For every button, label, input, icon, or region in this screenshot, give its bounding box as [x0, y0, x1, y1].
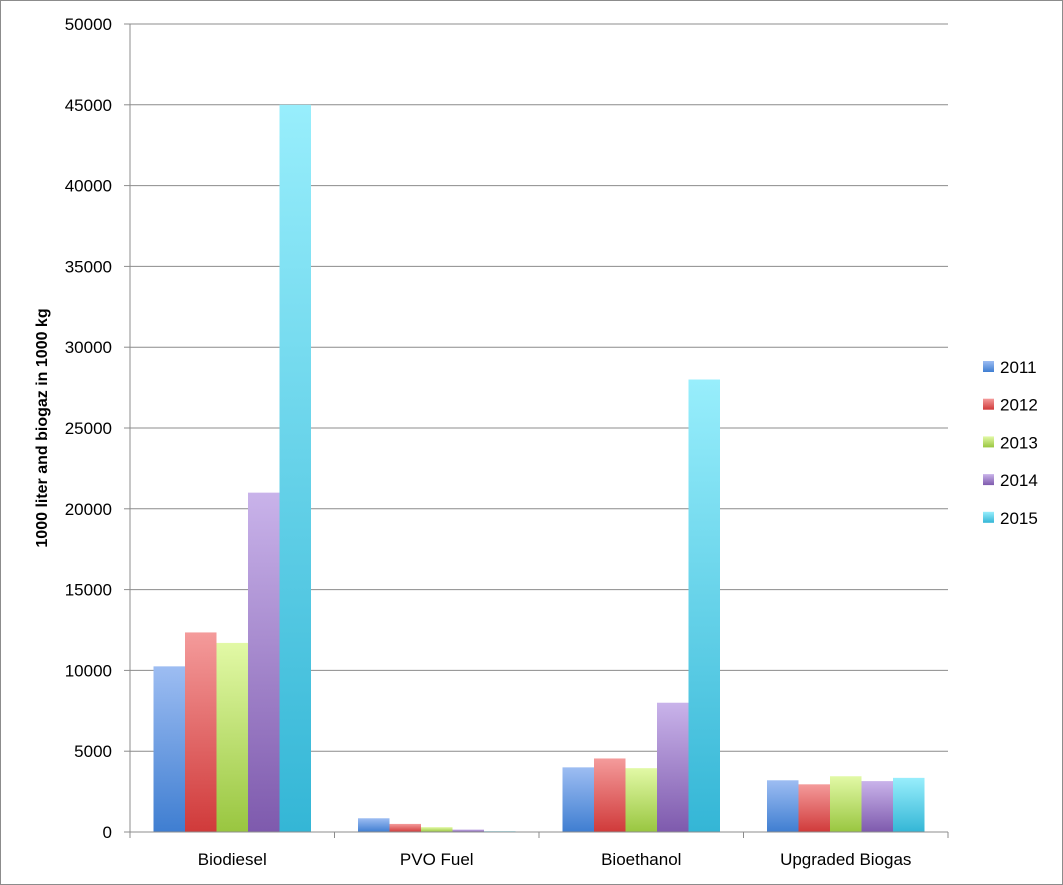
bar-2014 — [657, 702, 689, 832]
bar-2013 — [830, 776, 862, 832]
y-tick-label: 35000 — [65, 257, 112, 276]
legend-swatch — [983, 361, 994, 372]
bars — [153, 104, 925, 833]
y-tick-label: 0 — [103, 823, 112, 842]
bar-2014 — [452, 829, 484, 832]
bar-2011 — [153, 666, 185, 832]
x-category-label: PVO Fuel — [400, 850, 474, 869]
bar-2011 — [562, 767, 594, 832]
legend-swatch — [983, 436, 994, 448]
bar-2013 — [421, 827, 453, 832]
axes: 0 5000 10000 15000 20000 25000 30000 35000 40000… — [65, 15, 949, 869]
legend-swatch — [983, 398, 994, 410]
bar-2015 — [893, 777, 925, 832]
legend-label: 2012 — [1000, 396, 1038, 415]
legend-swatch — [983, 474, 994, 486]
y-tick-label: 50000 — [65, 15, 112, 34]
bar-2011 — [767, 780, 799, 832]
bar-2013 — [625, 768, 657, 832]
legend: 2011 2012 2013 2014 2015 — [983, 358, 1038, 528]
bar-2012 — [594, 758, 626, 832]
bar-2014 — [861, 781, 893, 832]
y-tick-label: 45000 — [65, 96, 112, 115]
x-category-label: Biodiesel — [198, 850, 267, 869]
legend-label: 2011 — [1000, 358, 1037, 377]
y-tick-label: 15000 — [65, 581, 112, 600]
bar-2012 — [185, 632, 217, 832]
y-tick-label: 10000 — [65, 661, 112, 680]
y-tick-label: 25000 — [65, 419, 112, 438]
legend-label: 2013 — [1000, 433, 1038, 452]
bar-2014 — [248, 492, 280, 832]
x-category-label: Bioethanol — [601, 850, 681, 869]
bar-2011 — [358, 818, 390, 832]
bar-2013 — [216, 642, 248, 832]
bar-2012 — [389, 823, 421, 832]
x-category-label: Upgraded Biogas — [780, 850, 911, 869]
y-tick-label: 40000 — [65, 177, 112, 196]
legend-swatch — [983, 511, 994, 523]
legend-label: 2015 — [1000, 509, 1038, 528]
bar-2012 — [798, 784, 830, 832]
bar-2015 — [688, 379, 720, 832]
y-tick-label: 30000 — [65, 338, 112, 357]
y-tick-label: 20000 — [65, 500, 112, 519]
legend-label: 2014 — [1000, 471, 1038, 490]
bar-2015 — [279, 104, 311, 833]
y-axis-title: 1000 liter and biogaz in 1000 kg — [34, 308, 51, 547]
y-tick-label: 5000 — [74, 742, 112, 761]
